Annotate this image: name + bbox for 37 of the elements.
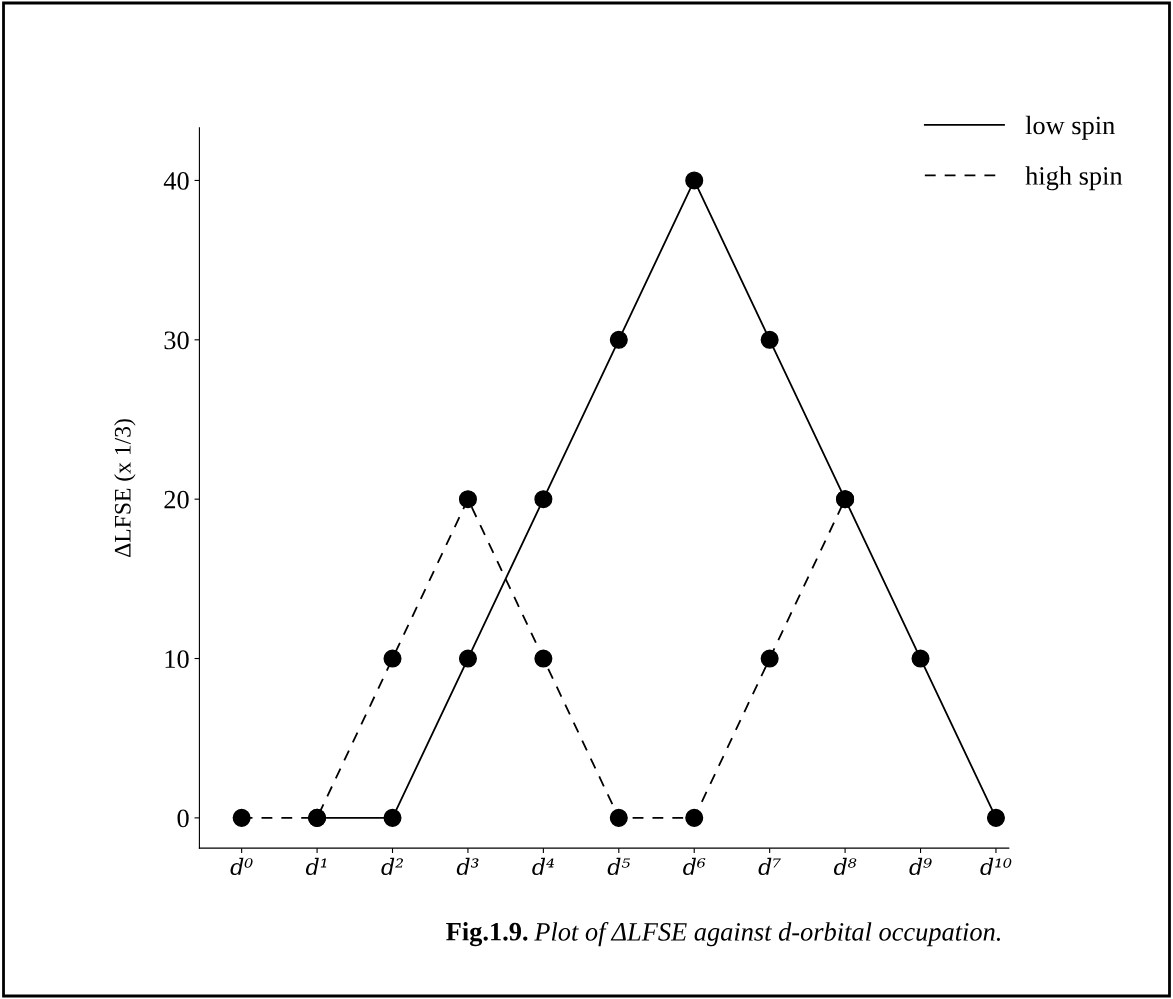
x-tick-label: d⁰ xyxy=(230,857,253,876)
point xyxy=(458,649,477,668)
y-tick-label: 20 xyxy=(164,490,189,509)
x-tick-label: d¹ xyxy=(305,857,327,876)
point xyxy=(458,490,477,509)
point xyxy=(383,808,402,827)
point xyxy=(760,649,779,668)
point xyxy=(685,171,704,190)
point xyxy=(609,330,628,349)
point xyxy=(760,330,779,349)
x-tick-label: d³ xyxy=(456,857,479,876)
x-tick-label: d¹⁰ xyxy=(980,857,1012,876)
x-tick-label: d² xyxy=(381,857,404,876)
point xyxy=(685,808,704,827)
x-tick-label: d⁴ xyxy=(532,857,555,876)
caption: Fig.1.9. xyxy=(446,922,528,947)
y-tick-label: 40 xyxy=(163,172,189,190)
point xyxy=(232,808,251,827)
point xyxy=(986,808,1005,827)
legend-label: high spin xyxy=(1025,166,1123,191)
y-tick-label: 10 xyxy=(165,650,189,668)
legend-label: low spin xyxy=(1025,115,1115,140)
y-tick-label: 0 xyxy=(177,809,189,828)
x-tick-label: d⁵ xyxy=(607,857,631,876)
point xyxy=(383,649,402,668)
text: Plot of ΔLFSE against d-orbital occupation. xyxy=(534,921,1000,947)
y-axis-title: ΔLFSE (x 1/3) xyxy=(114,419,136,558)
x-tick-label: d⁸ xyxy=(833,857,857,876)
x-tick-label: d⁹ xyxy=(909,857,932,876)
point xyxy=(609,808,628,827)
point xyxy=(911,649,930,668)
point xyxy=(534,490,553,509)
x-tick-label: d⁷ xyxy=(758,857,781,876)
x-tick-label: d⁶ xyxy=(683,857,706,876)
point xyxy=(534,649,553,668)
point xyxy=(836,490,855,509)
y-tick-label: 30 xyxy=(164,331,189,350)
